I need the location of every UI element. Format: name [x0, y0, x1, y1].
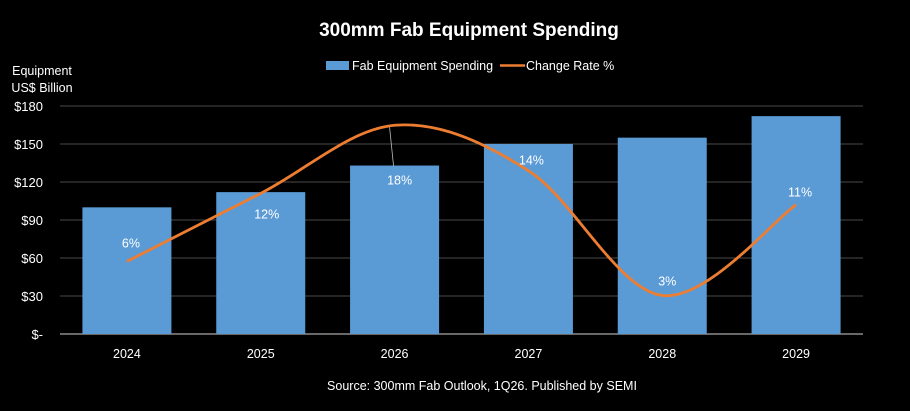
x-tick-label: 2028	[648, 347, 676, 361]
bar-2029	[751, 116, 841, 334]
y-axis-ticks: $- $30 $60 $90 $120 $150 $180	[14, 99, 43, 342]
bar-2028	[617, 137, 707, 334]
bar-2027	[483, 144, 573, 334]
y-tick-label: $180	[14, 99, 43, 114]
legend-label-line: Change Rate %	[526, 59, 614, 73]
data-label-2024: 6%	[122, 236, 140, 250]
y-tick-label: $-	[31, 327, 43, 342]
data-label-2026: 18%	[387, 173, 412, 187]
leader-line	[389, 127, 394, 167]
change-rate-line	[126, 123, 797, 297]
y-tick-label: $60	[21, 251, 43, 266]
data-label-2027: 14%	[519, 154, 544, 168]
data-label-2028: 3%	[658, 274, 676, 288]
bar-2025	[216, 192, 306, 334]
x-tick-label: 2027	[515, 347, 543, 361]
y-axis-label-line2: US$ Billion	[11, 81, 72, 95]
legend-swatch-bar	[326, 61, 349, 70]
chart-title: 300mm Fab Equipment Spending	[319, 20, 619, 41]
source-note: Source: 300mm Fab Outlook, 1Q26. Publish…	[327, 379, 637, 393]
y-axis-label-line1: Equipment	[12, 64, 72, 78]
gridlines	[60, 105, 863, 335]
bars	[82, 116, 841, 334]
x-tick-label: 2026	[381, 347, 409, 361]
y-tick-label: $30	[21, 289, 43, 304]
y-tick-label: $90	[21, 213, 43, 228]
bar-2024	[82, 207, 172, 334]
data-labels: 6% 12% 18% 14% 3% 11%	[122, 127, 812, 288]
y-tick-label: $120	[14, 175, 43, 190]
y-tick-label: $150	[14, 137, 43, 152]
legend-label-bar: Fab Equipment Spending	[352, 59, 493, 73]
x-axis-ticks: 2024 2025 2026 2027 2028 2029	[113, 347, 810, 361]
legend: Fab Equipment Spending Change Rate %	[326, 59, 614, 73]
data-label-2029: 11%	[788, 186, 812, 200]
x-tick-label: 2025	[247, 347, 275, 361]
data-label-2025: 12%	[254, 207, 279, 221]
bar-2026	[350, 165, 440, 334]
change-rate-curve	[126, 123, 797, 297]
x-tick-label: 2029	[782, 347, 810, 361]
x-tick-label: 2024	[113, 347, 141, 361]
